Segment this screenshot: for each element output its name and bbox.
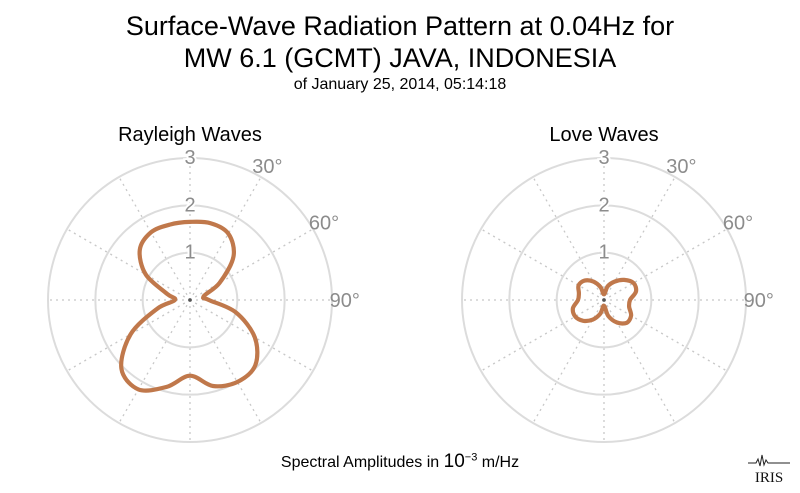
title-line-1: Surface-Wave Radiation Pattern at 0.04Hz… bbox=[125, 11, 675, 41]
radial-tick-label: 1 bbox=[598, 242, 609, 264]
grid-ring bbox=[141, 251, 239, 349]
angle-tick-label: 30° bbox=[252, 156, 282, 178]
angle-tick-label: 60° bbox=[723, 213, 753, 235]
angle-tick-label: 90° bbox=[330, 290, 360, 312]
angle-tick-label: 60° bbox=[309, 213, 339, 235]
grid-spoke bbox=[189, 299, 314, 372]
grid-ring bbox=[47, 157, 333, 443]
grid-spoke bbox=[603, 228, 728, 301]
radiation-pattern-curve bbox=[570, 277, 639, 326]
chart-title: Rayleigh Waves bbox=[118, 124, 262, 146]
logo-text: IRIS bbox=[755, 470, 783, 485]
iris-logo: IRIS bbox=[748, 454, 790, 485]
footer-base: 10 bbox=[443, 451, 465, 472]
grid-spoke bbox=[480, 299, 605, 372]
radiation-pattern-curve bbox=[119, 219, 260, 393]
angle-tick-label: 30° bbox=[666, 156, 696, 178]
center-dot bbox=[188, 298, 192, 302]
title-line-2: MW 6.1 (GCMT) JAVA, INDONESIA bbox=[183, 43, 617, 73]
footer-unit: m/Hz bbox=[477, 454, 520, 471]
subtitle: of January 25, 2014, 05:14:18 bbox=[293, 76, 507, 93]
grid-spoke bbox=[118, 299, 191, 424]
grid-ring bbox=[555, 251, 653, 349]
center-dot bbox=[602, 298, 606, 302]
radial-tick-label: 1 bbox=[184, 242, 195, 264]
angle-tick-label: 90° bbox=[744, 290, 774, 312]
grid-spoke bbox=[603, 299, 676, 424]
grid-spoke bbox=[189, 228, 314, 301]
radial-tick-label: 3 bbox=[598, 147, 609, 169]
radial-tick-label: 2 bbox=[184, 194, 195, 216]
footer-exponent: −3 bbox=[464, 451, 478, 464]
radial-tick-label: 3 bbox=[184, 147, 195, 169]
grid-ring bbox=[94, 204, 286, 396]
footer-caption: Spectral Amplitudes in 10−3 m/Hz bbox=[0, 451, 800, 473]
grid-spoke bbox=[189, 176, 262, 301]
footer-prefix: Spectral Amplitudes in bbox=[280, 454, 444, 471]
seismogram-trace bbox=[748, 454, 790, 467]
grid-ring bbox=[461, 157, 747, 443]
grid-spoke bbox=[66, 228, 191, 301]
polar-chart-1: Rayleigh Waves 1 2 3 30° 60° 90° bbox=[47, 124, 360, 443]
grid-ring bbox=[508, 204, 700, 396]
grid-spoke bbox=[603, 299, 728, 372]
radial-tick-label: 2 bbox=[598, 194, 609, 216]
polar-chart-2: Love Waves 1 2 3 30° 60° 90° bbox=[461, 124, 774, 443]
grid-spoke bbox=[480, 228, 605, 301]
grid-spoke bbox=[189, 299, 262, 424]
chart-title: Love Waves bbox=[549, 124, 658, 146]
